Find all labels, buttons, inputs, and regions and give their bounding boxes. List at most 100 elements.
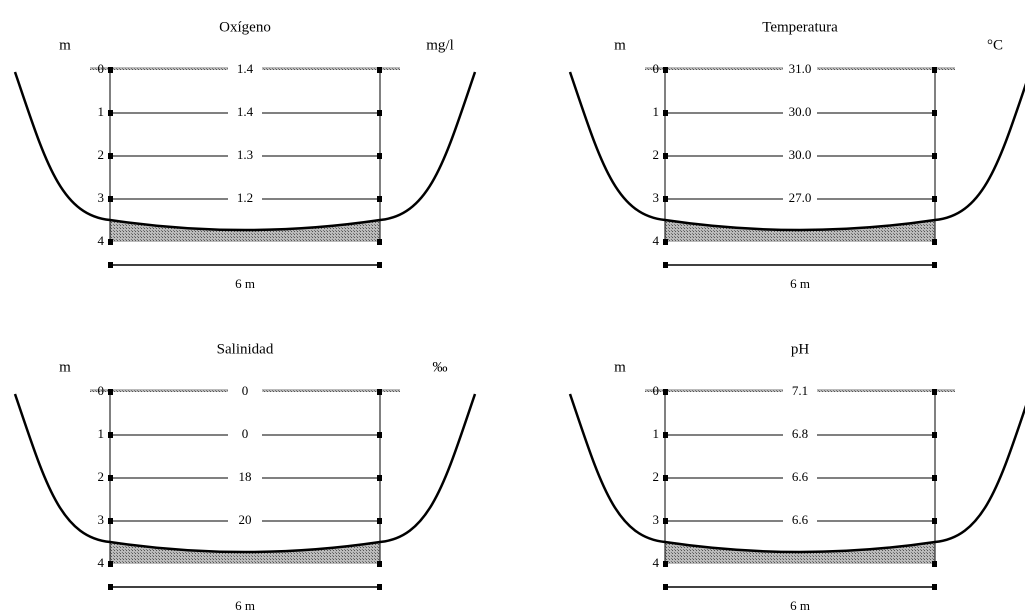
panel: Salinidad m ‰ 0 1 2 3 4 0 0 18 20 6 m — [13, 341, 477, 613]
width-label: 6 m — [790, 598, 810, 613]
value-label: 20 — [239, 512, 252, 527]
unit: mg/l — [426, 37, 454, 53]
marker — [377, 389, 382, 395]
marker — [663, 262, 668, 268]
label-bg — [783, 427, 817, 443]
marker — [663, 584, 668, 590]
marker — [663, 561, 668, 567]
depth-label: 0 — [98, 383, 105, 398]
depth-unit: m — [59, 359, 71, 375]
value-label: 1.2 — [237, 190, 253, 205]
value-label: 30.0 — [789, 104, 812, 119]
label-bg — [783, 191, 817, 207]
label-bg — [783, 105, 817, 121]
basin-outline — [13, 71, 477, 232]
value-label: 0 — [242, 383, 249, 398]
value-label: 7.1 — [792, 383, 808, 398]
marker — [108, 239, 113, 245]
value-label: 27.0 — [789, 190, 812, 205]
width-label: 6 m — [235, 598, 255, 613]
panel: pH m 0 1 2 3 4 7.1 6.8 6.6 6.6 6 m — [568, 341, 1025, 613]
depth-label: 4 — [653, 233, 660, 248]
label-bg — [783, 513, 817, 529]
depth-label: 3 — [653, 512, 660, 527]
value-label: 1.4 — [237, 61, 254, 76]
label-bg — [228, 470, 262, 486]
marker — [108, 67, 113, 73]
panel: Oxígeno m mg/l 0 1 2 3 4 1.4 1.4 1.3 1.2 6 m — [13, 19, 477, 291]
marker — [377, 561, 382, 567]
marker — [663, 67, 668, 73]
marker — [377, 584, 382, 590]
value-label: 6.8 — [792, 426, 808, 441]
marker — [663, 239, 668, 245]
value-label: 31.0 — [789, 61, 812, 76]
label-bg — [228, 62, 262, 78]
marker — [932, 262, 937, 268]
depth-label: 3 — [98, 512, 105, 527]
value-label: 6.6 — [792, 512, 809, 527]
value-label: 18 — [239, 469, 252, 484]
value-label: 6.6 — [792, 469, 809, 484]
panel-title: Oxígeno — [219, 19, 271, 35]
label-bg — [783, 62, 817, 78]
width-label: 6 m — [235, 276, 255, 291]
value-label: 1.4 — [237, 104, 254, 119]
depth-label: 2 — [98, 469, 105, 484]
depth-label: 4 — [653, 555, 660, 570]
depth-label: 1 — [653, 104, 660, 119]
depth-label: 2 — [653, 469, 660, 484]
label-bg — [228, 148, 262, 164]
depth-unit: m — [614, 359, 626, 375]
label-bg — [228, 427, 262, 443]
marker — [932, 239, 937, 245]
basin-outline — [13, 393, 477, 554]
value-label: 0 — [242, 426, 249, 441]
panel-title: Salinidad — [217, 341, 274, 357]
depth-unit: m — [59, 37, 71, 53]
depth-label: 0 — [98, 61, 105, 76]
marker — [108, 389, 113, 395]
marker — [932, 561, 937, 567]
depth-label: 2 — [98, 147, 105, 162]
depth-unit: m — [614, 37, 626, 53]
marker — [932, 67, 937, 73]
depth-label: 2 — [653, 147, 660, 162]
depth-label: 0 — [653, 383, 660, 398]
label-bg — [228, 105, 262, 121]
marker — [108, 262, 113, 268]
depth-label: 3 — [98, 190, 105, 205]
unit: ‰ — [433, 359, 448, 375]
marker — [377, 239, 382, 245]
width-label: 6 m — [790, 276, 810, 291]
panel: Temperatura m °C 0 1 2 3 4 31.0 30.0 30.0 27.0 6 m — [568, 19, 1025, 291]
label-bg — [783, 384, 817, 400]
marker — [108, 561, 113, 567]
marker — [932, 389, 937, 395]
basin-outline — [568, 71, 1025, 232]
marker — [377, 262, 382, 268]
marker — [932, 584, 937, 590]
marker — [377, 67, 382, 73]
label-bg — [783, 148, 817, 164]
basin-outline — [568, 393, 1025, 554]
depth-label: 3 — [653, 190, 660, 205]
label-bg — [228, 513, 262, 529]
depth-label: 4 — [98, 233, 105, 248]
label-bg — [228, 384, 262, 400]
unit: °C — [987, 37, 1003, 53]
marker — [108, 584, 113, 590]
depth-label: 1 — [98, 426, 105, 441]
depth-label: 1 — [98, 104, 105, 119]
panel-title: Temperatura — [762, 19, 838, 35]
value-label: 30.0 — [789, 147, 812, 162]
label-bg — [783, 470, 817, 486]
label-bg — [228, 191, 262, 207]
depth-label: 4 — [98, 555, 105, 570]
panel-title: pH — [791, 341, 810, 357]
marker — [663, 389, 668, 395]
depth-label: 0 — [653, 61, 660, 76]
depth-label: 1 — [653, 426, 660, 441]
value-label: 1.3 — [237, 147, 253, 162]
